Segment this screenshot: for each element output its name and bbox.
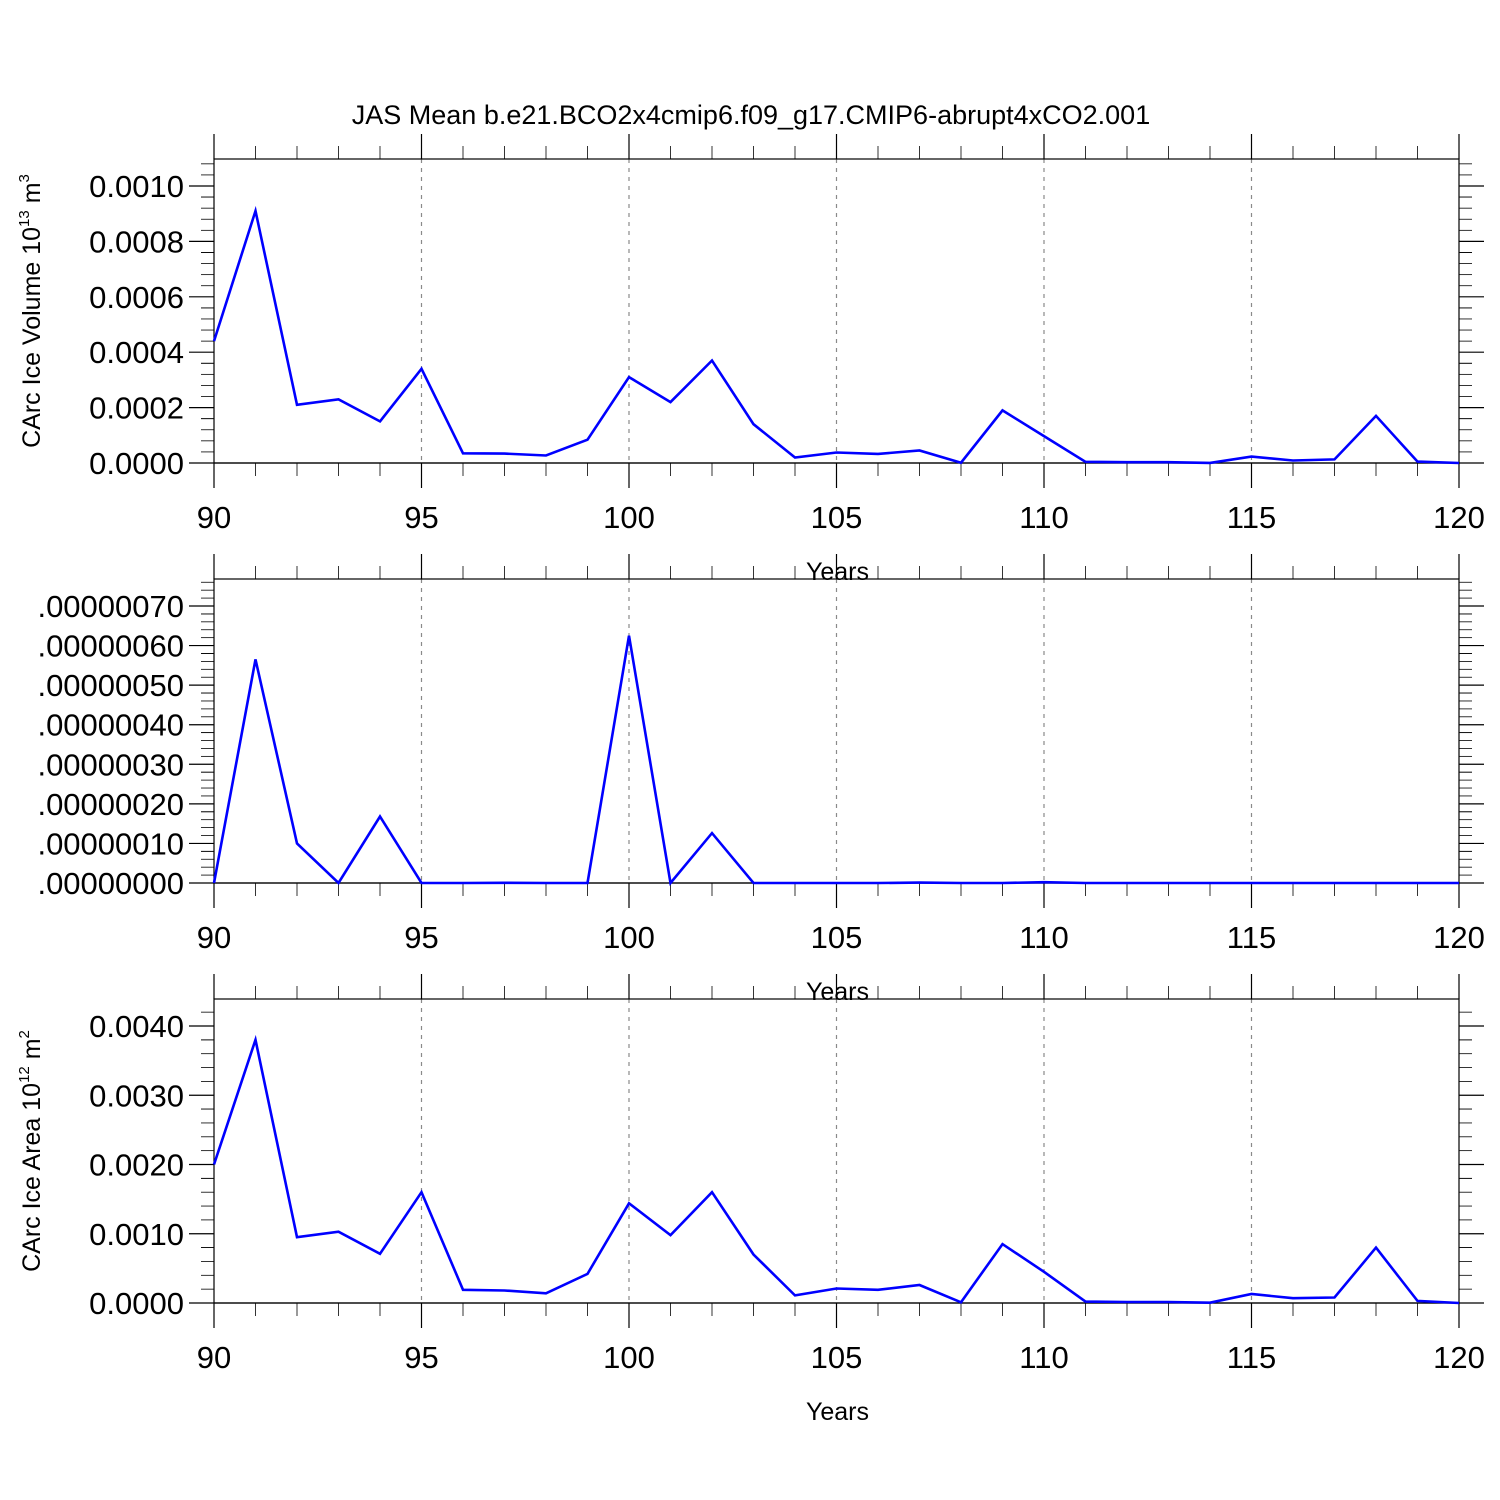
- y-tick-label: 0.0008: [89, 224, 184, 259]
- x-tick-label: 110: [1019, 920, 1068, 955]
- x-tick-label: 105: [811, 1340, 863, 1375]
- x-tick-label: 95: [404, 1340, 438, 1375]
- y-axis-label-ylabel-sup: 13: [16, 210, 33, 227]
- y-tick-label: .00000050: [37, 668, 184, 703]
- x-tick-label: 95: [404, 920, 438, 955]
- panel-3: 90 95 100 105 110 115 120 0.0000 0.0010 0.0020 0.0…: [16, 974, 1485, 1426]
- x-tick-label: 95: [404, 500, 438, 535]
- y-tick-label: 0.0004: [89, 335, 184, 370]
- x-axis-label: Years: [806, 558, 869, 586]
- y-axis-label-ylabel-sup: 12: [16, 1066, 33, 1083]
- x-axis-label: Years: [806, 1398, 869, 1426]
- y-tick-label: .00000030: [37, 747, 184, 782]
- panel-2: 90 95 100 105 110 115 120 .00000000 .00000010 .00…: [37, 554, 1485, 1006]
- x-tick-label: 115: [1227, 920, 1276, 955]
- y-tick-label: 0.0002: [89, 391, 184, 426]
- y-tick-label: .00000010: [37, 826, 184, 861]
- panels: 90 95 100 105 110 115 120 0.0000 0.0002 0.0004 0.0…: [16, 134, 1485, 1426]
- x-tick-label: 120: [1433, 920, 1485, 955]
- panel-1: 90 95 100 105 110 115 120 0.0000 0.0002 0.0004 0.0…: [16, 134, 1485, 586]
- y-axis-label-ylabel: CArc Ice Area 10: [18, 1083, 46, 1272]
- x-tick-label: 90: [197, 920, 231, 955]
- y-axis-label-ylabel: CArc Ice Volume 10: [18, 227, 46, 448]
- y-tick-label: 0.0010: [89, 1217, 184, 1252]
- y-tick-label: 0.0000: [89, 446, 184, 481]
- y-tick-label: 0.0030: [89, 1078, 184, 1113]
- y-tick-label: .00000060: [37, 629, 184, 664]
- x-tick-label: 100: [603, 1340, 655, 1375]
- y-axis-label-ylabel-unit: m: [18, 1038, 46, 1066]
- y-tick-label: 0.0020: [89, 1148, 184, 1183]
- x-tick-label: 90: [197, 1340, 231, 1375]
- y-axis-label-ylabel-unit-sup: 2: [16, 1030, 33, 1038]
- y-tick-label: 0.0040: [89, 1009, 184, 1044]
- x-axis-label: Years: [806, 978, 869, 1006]
- x-tick-label: 110: [1019, 500, 1068, 535]
- y-tick-label: .00000040: [37, 708, 184, 743]
- x-tick-label: 120: [1433, 500, 1485, 535]
- y-axis-label: CArc Ice Volume 1013 m3: [16, 174, 46, 448]
- x-tick-label: 105: [811, 920, 863, 955]
- y-axis-label-ylabel-unit-sup: 3: [16, 174, 33, 182]
- y-tick-label: 0.0006: [89, 280, 184, 315]
- x-tick-label: 105: [811, 500, 863, 535]
- x-tick-label: 90: [197, 500, 231, 535]
- series-line: [212, 205, 1460, 465]
- x-tick-label: 100: [603, 920, 655, 955]
- y-tick-label: .00000070: [37, 589, 184, 624]
- x-tick-label: 115: [1227, 1340, 1276, 1375]
- y-tick-label: .00000020: [37, 787, 184, 822]
- series-line: [212, 1034, 1460, 1305]
- y-tick-label: .00000000: [37, 866, 184, 901]
- x-tick-label: 100: [603, 500, 655, 535]
- figure-title: JAS Mean b.e21.BCO2x4cmip6.f09_g17.CMIP6…: [352, 100, 1150, 130]
- x-tick-label: 120: [1433, 1340, 1485, 1375]
- x-tick-label: 115: [1227, 500, 1276, 535]
- y-axis-label-ylabel-unit: m: [18, 182, 46, 210]
- y-tick-label: 0.0010: [89, 169, 184, 204]
- y-axis-label: CArc Ice Area 1012 m2: [16, 1030, 46, 1272]
- x-tick-label: 110: [1019, 1340, 1068, 1375]
- series-line: [212, 635, 1459, 887]
- y-tick-label: 0.0000: [89, 1286, 184, 1321]
